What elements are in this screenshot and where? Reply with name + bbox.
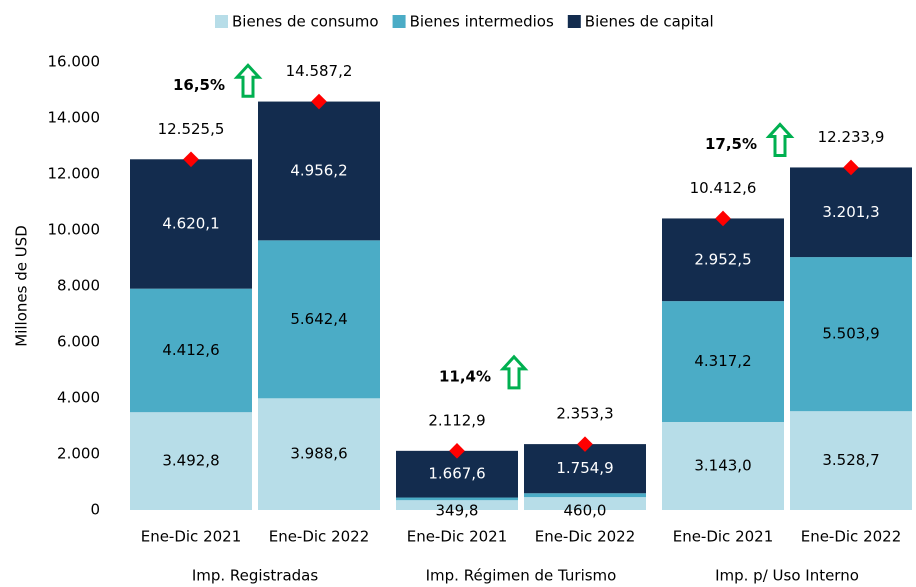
x-tick-label: Ene-Dic 2021 [673,528,774,546]
bar-segment [790,411,912,510]
data-label: 3.201,3 [822,203,879,221]
total-marker [183,151,199,168]
bar-segment [130,159,252,289]
x-tick-label: Ene-Dic 2021 [407,528,508,546]
x-tick-label: Ene-Dic 2022 [535,528,636,546]
data-label: 3.492,8 [162,452,219,470]
data-label: 5.503,9 [822,325,879,343]
bar-segment [662,421,784,510]
bar-segment [130,412,252,510]
growth-arrow [233,63,263,98]
legend-label: Bienes de consumo [232,13,379,31]
data-label: 460,0 [564,502,607,520]
total-label: 12.525,5 [158,120,225,138]
total-label: 2.353,3 [556,405,613,423]
growth-label: 16,5% [173,76,225,94]
bar-segment [130,288,252,413]
data-label: 4.956,2 [290,161,347,179]
y-tick-label: 6.000 [57,333,100,351]
x-tick-label: Ene-Dic 2022 [269,528,370,546]
total-label: 2.112,9 [428,411,485,429]
bar-segment [396,450,518,498]
legend-label: Bienes intermedios [410,13,554,31]
data-label: 3.988,6 [290,445,347,463]
bar-segment [396,497,518,501]
growth-arrow [499,354,529,390]
data-label: 3.143,0 [694,456,751,474]
y-tick-label: 12.000 [48,165,101,183]
bar-segment [790,167,912,258]
bar-segment [396,500,518,510]
y-tick-label: 4.000 [57,389,100,407]
group-label: Imp. Régimen de Turismo [426,567,617,585]
data-label: 1.754,9 [556,459,613,477]
data-label: 5.642,4 [290,310,347,328]
y-tick-label: 14.000 [48,109,101,127]
total-label: 10.412,6 [690,179,757,197]
data-label: 349,8 [436,502,479,520]
total-label: 12.233,9 [818,128,885,146]
total-label: 14.587,2 [286,62,353,80]
group-label: Imp. p/ Uso Interno [715,567,859,585]
bar-segment [258,398,380,510]
data-label: 4.317,2 [694,352,751,370]
growth-arrow [765,122,795,157]
legend-swatch [215,15,228,28]
legend-swatch [392,15,406,28]
bar-segment [790,257,912,412]
y-tick-label: 10.000 [48,221,101,239]
data-label: 1.667,6 [428,465,485,483]
bar-segment [524,444,646,494]
bar-segment [662,301,784,422]
y-tick-label: 2.000 [57,445,100,463]
legend-label: Bienes de capital [585,13,714,31]
growth-label: 17,5% [705,135,757,153]
data-label: 2.952,5 [694,250,751,268]
bar-segment [258,101,380,241]
total-marker [843,159,859,176]
data-label: 4.620,1 [162,214,219,232]
y-tick-label: 8.000 [57,277,100,295]
total-marker [715,210,731,227]
growth-label: 11,4% [439,367,491,385]
y-tick-label: 0 [90,501,100,519]
x-tick-label: Ene-Dic 2021 [141,528,242,546]
y-tick-label: 16.000 [48,53,101,71]
data-label: 4.412,6 [162,341,219,359]
legend-swatch [567,15,581,28]
bar-segment [258,240,380,399]
bar-segment [524,493,646,498]
group-label: Imp. Registradas [192,567,319,585]
bar-segment [662,218,784,302]
x-tick-label: Ene-Dic 2022 [801,528,902,546]
y-axis-label: Millones de USD [13,225,31,347]
bar-segment [524,497,646,510]
data-label: 3.528,7 [822,451,879,469]
